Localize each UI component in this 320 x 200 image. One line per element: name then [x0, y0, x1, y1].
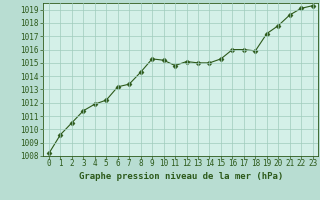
X-axis label: Graphe pression niveau de la mer (hPa): Graphe pression niveau de la mer (hPa)	[79, 172, 283, 181]
